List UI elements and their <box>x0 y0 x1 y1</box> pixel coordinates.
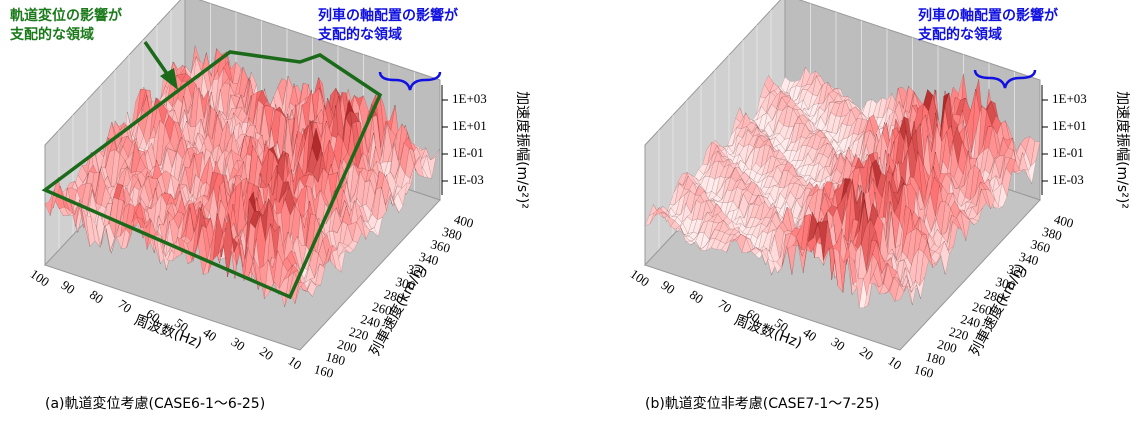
z-tick-label: 1E+03 <box>1052 91 1087 106</box>
annotation: 支配的な領域 <box>917 26 1002 43</box>
annotation: 支配的な領域 <box>9 26 94 43</box>
x-tick-label: 90 <box>659 277 678 297</box>
x-tick-label: 30 <box>829 334 848 354</box>
x-tick-label: 100 <box>628 266 653 289</box>
caption: (a)軌道変位考慮(CASE6-1～6-25) <box>45 395 265 412</box>
z-tick-label: 1E+01 <box>452 118 487 133</box>
z-tick-label: 1E-03 <box>452 172 484 187</box>
x-axis-title: 周波数(Hz) <box>132 312 204 351</box>
x-tick-label: 40 <box>200 325 219 345</box>
x-tick-label: 70 <box>715 296 734 316</box>
z-axis-title: 加速度振幅(m/s²)² <box>514 91 530 209</box>
x-tick-label: 90 <box>59 277 78 297</box>
x-tick-label: 40 <box>800 325 819 345</box>
x-tick-label: 100 <box>28 266 53 289</box>
x-tick-label: 20 <box>257 343 276 363</box>
caption: (b)軌道変位非考慮(CASE7-1～7-25) <box>645 395 879 412</box>
x-tick-label: 70 <box>115 296 134 316</box>
panel: 100908070605040302010周波数(Hz)160180200220… <box>9 0 530 412</box>
figure: 100908070605040302010周波数(Hz)160180200220… <box>0 0 1141 421</box>
x-tick-label: 80 <box>687 287 706 307</box>
panel: 100908070605040302010周波数(Hz)160180200220… <box>628 0 1130 412</box>
x-axis-title: 周波数(Hz) <box>732 312 804 351</box>
x-tick-label: 30 <box>229 334 248 354</box>
x-tick-label: 10 <box>285 353 304 373</box>
annotation: 軌道変位の影響が <box>10 7 123 24</box>
z-tick-label: 1E-03 <box>1052 172 1084 187</box>
x-tick-label: 10 <box>885 353 904 373</box>
z-tick-label: 1E+01 <box>1052 118 1087 133</box>
z-axis-title: 加速度振幅(m/s²)² <box>1114 91 1130 209</box>
annotation: 列車の軸配置の影響が <box>318 7 459 24</box>
annotation: 支配的な領域 <box>317 26 402 43</box>
z-tick-label: 1E+03 <box>452 91 487 106</box>
x-tick-label: 20 <box>857 343 876 363</box>
z-tick-label: 1E-01 <box>452 145 484 160</box>
annotation: 列車の軸配置の影響が <box>918 7 1059 24</box>
x-tick-label: 80 <box>87 287 106 307</box>
z-tick-label: 1E-01 <box>1052 145 1084 160</box>
